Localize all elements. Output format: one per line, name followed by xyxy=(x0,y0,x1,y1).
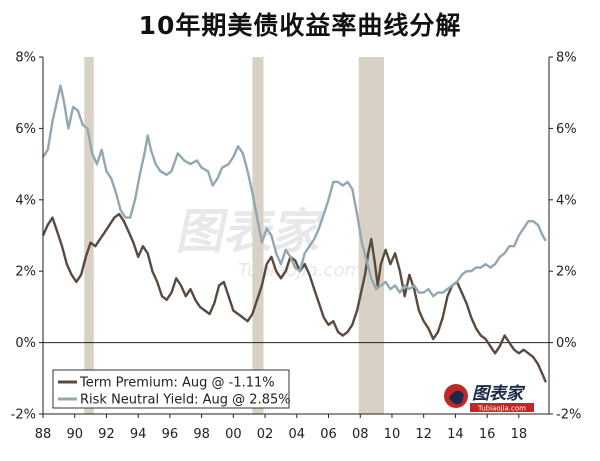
logo-face-icon xyxy=(449,390,464,405)
recession-bar-0 xyxy=(84,57,94,414)
x-tick-label: 06 xyxy=(320,427,337,442)
y-tick-label-right: 6% xyxy=(556,122,577,137)
legend-label-1: Risk Neutral Yield: Aug @ 2.85% xyxy=(80,393,291,408)
logo-sub-text: Tubiaojia.com xyxy=(477,405,526,413)
y-tick-label-right: -2% xyxy=(556,408,581,423)
legend-box xyxy=(52,369,290,409)
x-tick-label: 04 xyxy=(289,427,306,442)
y-tick-label-left: 4% xyxy=(15,193,36,208)
x-tick-label: 18 xyxy=(511,427,528,442)
x-tick-label: 92 xyxy=(98,427,115,442)
x-tick-label: 02 xyxy=(257,427,274,442)
logo-sub-bar xyxy=(470,403,534,412)
x-tick-label: 88 xyxy=(35,427,52,442)
legend-label-0: Term Premium: Aug @ -1.11% xyxy=(79,376,275,391)
y-tick-label-right: 8% xyxy=(556,51,577,66)
x-tick-label: 00 xyxy=(225,427,242,442)
y-tick-label-right: 2% xyxy=(556,265,577,280)
y-tick-label-right: 4% xyxy=(556,193,577,208)
series-lines xyxy=(41,84,547,383)
x-tick-label: 98 xyxy=(193,427,210,442)
chart-title: 10年期美债收益率曲线分解 xyxy=(138,11,462,40)
x-tick-label: 12 xyxy=(415,427,432,442)
y-ticks-left: 8% 6% 4% 2% 0% -2% xyxy=(11,51,43,423)
logo: 图表家 Tubiaojia.com xyxy=(444,384,534,413)
x-tick-label: 96 xyxy=(162,427,179,442)
x-tick-label: 10 xyxy=(384,427,401,442)
y-tick-label-left: -2% xyxy=(11,408,36,423)
x-tick-label: 08 xyxy=(352,427,369,442)
x-tick-label: 16 xyxy=(479,427,496,442)
y-tick-label-left: 0% xyxy=(15,336,36,351)
watermark-text: 图表家 xyxy=(173,204,329,259)
x-tick-label: 14 xyxy=(447,427,464,442)
legend: Term Premium: Aug @ -1.11% Risk Neutral Y… xyxy=(52,369,291,409)
y-tick-label-left: 8% xyxy=(15,51,36,66)
y-tick-label-right: 0% xyxy=(556,336,577,351)
recession-shading xyxy=(84,57,385,414)
y-tick-label-left: 6% xyxy=(15,122,36,137)
x-tick-label: 94 xyxy=(130,427,147,442)
y-tick-label-left: 2% xyxy=(15,265,36,280)
series-line-1 xyxy=(42,84,547,298)
recession-bar-1 xyxy=(252,57,264,414)
axes xyxy=(42,57,550,415)
logo-text: 图表家 xyxy=(472,384,526,404)
x-ticks: 88 90 92 94 96 98 00 02 04 06 08 10 12 14 16 18 xyxy=(35,414,527,442)
y-ticks-right: 8% 6% 4% 2% 0% -2% xyxy=(549,51,581,423)
recession-bar-2 xyxy=(358,57,385,414)
x-tick-label: 90 xyxy=(66,427,83,442)
watermark: 图表家 Tubiaojia.com xyxy=(173,204,362,281)
